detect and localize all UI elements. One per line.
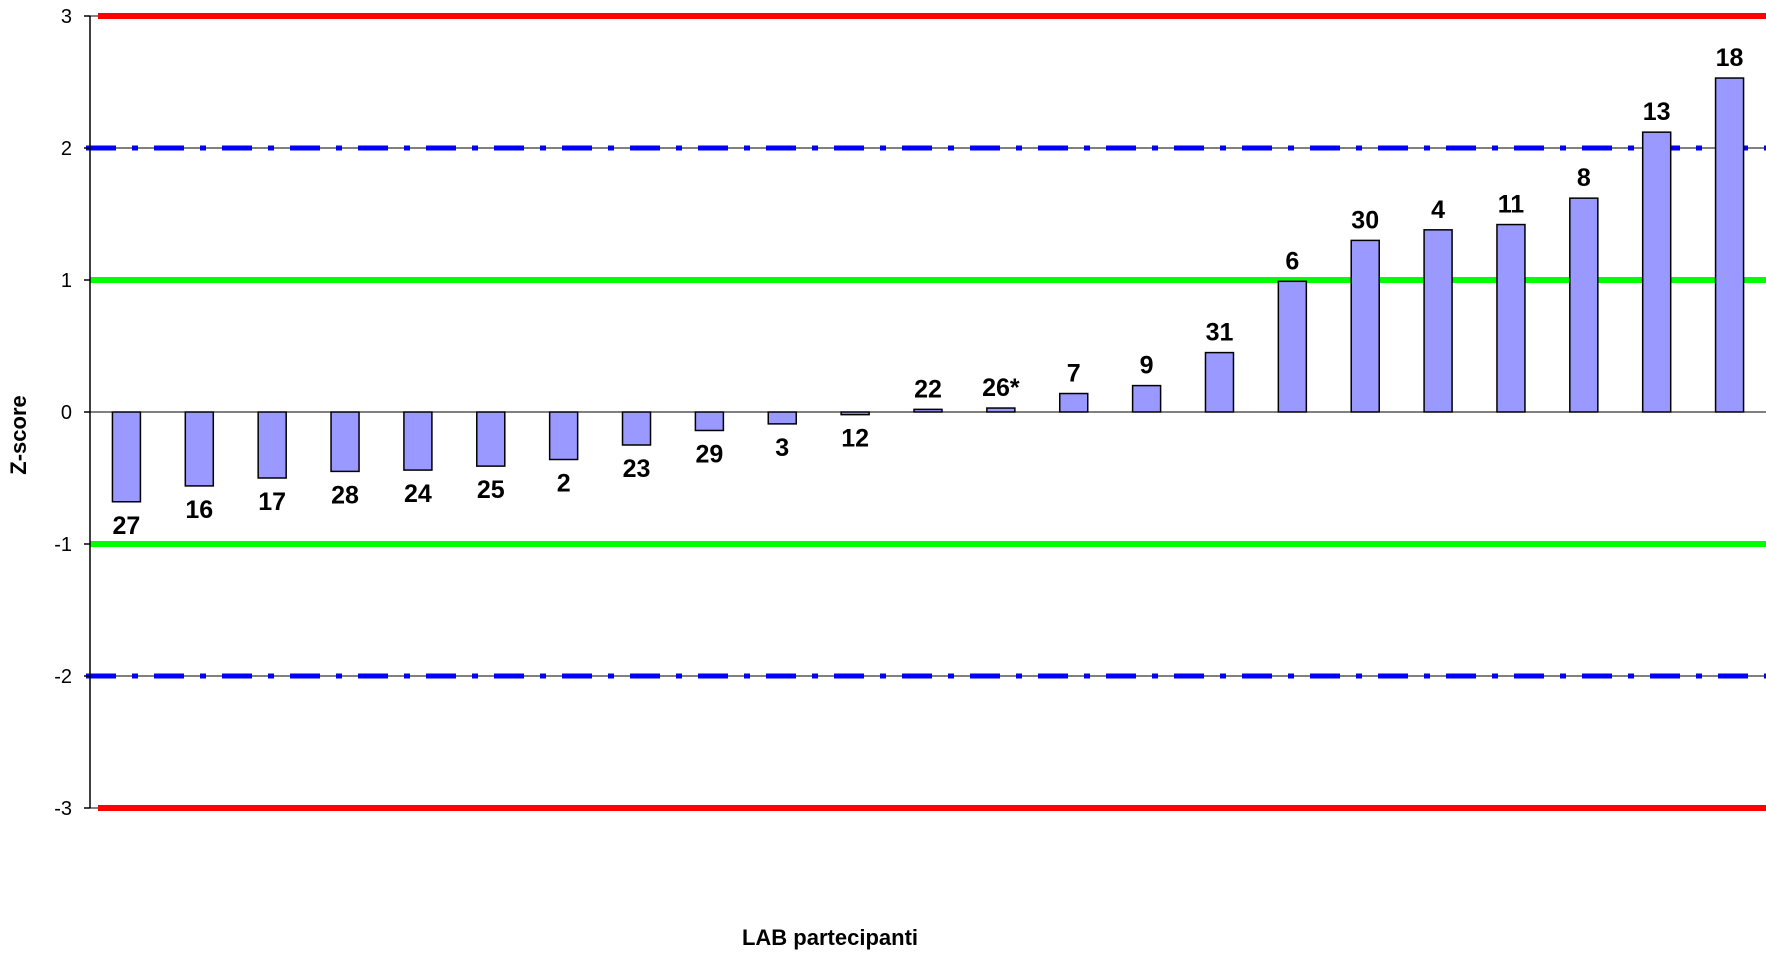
bar-label: 6	[1285, 247, 1299, 275]
bar	[548, 411, 579, 461]
bars	[111, 77, 1745, 503]
axes: 3 2 1 0 -1 -2 -3	[54, 6, 91, 820]
bar	[986, 407, 1016, 413]
reference-lines	[86, 13, 1766, 811]
y-axis-title: Z-score	[6, 395, 31, 474]
bar	[184, 411, 215, 487]
bar	[913, 408, 943, 413]
bar-label: 16	[185, 496, 213, 524]
bar-label: 3	[775, 434, 789, 462]
bar-label: 11	[1498, 191, 1525, 219]
bar-label: 24	[404, 480, 432, 508]
bar-label: 13	[1643, 98, 1671, 126]
y-tick-label: -3	[54, 798, 72, 820]
y-tick-label: -1	[54, 534, 72, 556]
bar	[621, 411, 652, 446]
bar	[1641, 131, 1672, 413]
bar	[694, 411, 725, 432]
bar-label: 25	[477, 476, 505, 504]
bar-label: 2	[557, 470, 571, 498]
bar-label: 12	[841, 425, 869, 453]
bar-label: 9	[1140, 352, 1154, 380]
bar	[1277, 280, 1308, 413]
bar-label: 22	[914, 375, 942, 403]
bar-labels: 27 16 17 28 24 25 2 23 29 3 12 22 26* 7 9 31 6 30 4 11 8 13 18	[113, 44, 1744, 540]
bar	[1204, 351, 1235, 413]
bar-label: 31	[1206, 319, 1234, 347]
y-tick-label: 2	[61, 138, 72, 160]
bar-label: 17	[258, 488, 286, 516]
x-axis-title: LAB partecipanti	[742, 925, 918, 950]
y-tick-label: 0	[61, 402, 72, 424]
bar-label: 23	[623, 455, 651, 483]
bar	[1714, 77, 1745, 413]
bar-label: 26*	[982, 374, 1020, 402]
y-tick-label: -2	[54, 666, 72, 688]
bar	[767, 411, 798, 425]
bar	[1131, 384, 1162, 413]
bar	[257, 411, 287, 479]
bar	[1423, 229, 1453, 413]
bar	[476, 411, 506, 467]
bar	[403, 411, 433, 471]
bar-label: 7	[1067, 360, 1081, 388]
bar	[111, 411, 142, 503]
y-tick-label: 1	[61, 270, 72, 292]
bar-label: 18	[1716, 44, 1744, 72]
bar-label: 29	[695, 440, 723, 468]
bar	[1350, 239, 1380, 413]
bar-label: 30	[1351, 206, 1379, 234]
bar	[330, 411, 360, 473]
bar-label: 28	[331, 481, 359, 509]
bar	[1569, 197, 1599, 413]
y-tick-label: 3	[61, 6, 72, 28]
bar-label: 27	[113, 512, 141, 540]
bar	[1058, 392, 1089, 413]
bar-label: 4	[1431, 196, 1445, 224]
bar	[840, 411, 870, 416]
bar	[1496, 223, 1526, 413]
bar-label: 8	[1577, 164, 1591, 192]
